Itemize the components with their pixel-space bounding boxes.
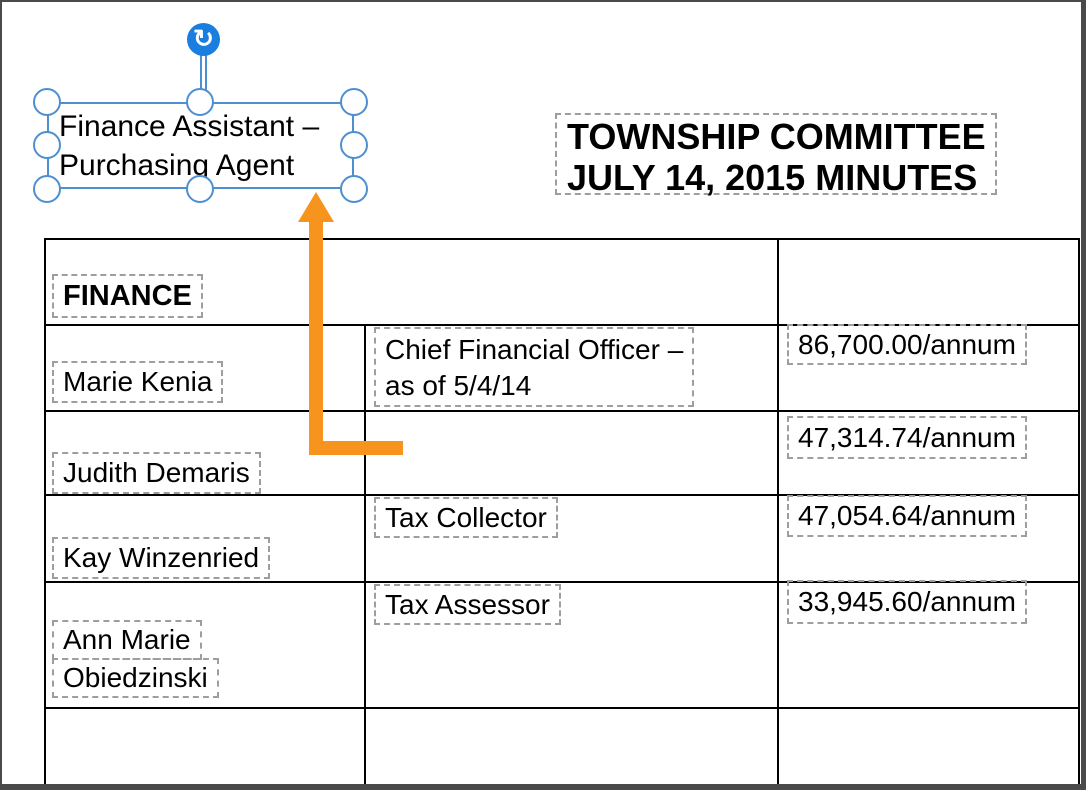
- section-header-label: FINANCE: [63, 279, 192, 312]
- table-row-line: [44, 410, 1080, 412]
- table-row-line: [44, 324, 1080, 326]
- employee-name-field[interactable]: Kay Winzenried: [52, 537, 271, 579]
- section-header-finance-field[interactable]: FINANCE: [52, 274, 203, 318]
- employee-salary: 47,054.64/annum: [798, 500, 1016, 531]
- resize-handle-bottom-center[interactable]: [186, 175, 214, 203]
- employee-title: Tax Assessor: [385, 588, 550, 620]
- employee-name: Marie Kenia: [63, 366, 213, 397]
- document-title-field[interactable]: TOWNSHIP COMMITTEE JULY 14, 2015 MINUTES: [555, 113, 997, 198]
- table-column-line: [364, 324, 366, 784]
- textbox-line1: Finance Assistant –: [59, 110, 320, 143]
- table-row-line: [44, 581, 1080, 583]
- employee-name-field[interactable]: Marie Kenia: [52, 361, 224, 403]
- resize-handle-middle-left[interactable]: [33, 131, 61, 159]
- employee-salary-field[interactable]: 47,314.74/annum: [787, 416, 1027, 459]
- employee-salary: 33,945.60/annum: [798, 586, 1016, 617]
- resize-handle-bottom-right[interactable]: [340, 175, 368, 203]
- employee-title-field[interactable]: Chief Financial Officer – as of 5/4/14: [374, 327, 695, 407]
- employee-title-field[interactable]: Tax Collector: [374, 497, 558, 538]
- employee-title-field[interactable]: Tax Assessor: [374, 584, 561, 625]
- employee-salary-field[interactable]: 47,054.64/annum: [787, 495, 1027, 537]
- employee-title-line2: as of 5/4/14: [385, 370, 532, 401]
- table-frame: [44, 238, 1080, 784]
- employee-salary: 47,314.74/annum: [798, 421, 1016, 453]
- employee-salary-field[interactable]: 86,700.00/annum: [787, 324, 1027, 365]
- rotate-handle-stem: [200, 55, 207, 103]
- document-title-line2: JULY 14, 2015 MINUTES: [567, 157, 978, 198]
- employee-title-line1: Chief Financial Officer –: [385, 334, 684, 365]
- textbox-line2: Purchasing Agent: [59, 149, 295, 182]
- arrow-head: [298, 192, 334, 222]
- employee-salary-field[interactable]: 33,945.60/annum: [787, 580, 1027, 624]
- resize-handle-middle-right[interactable]: [340, 131, 368, 159]
- table-row-line: [44, 707, 1080, 709]
- resize-handle-top-left[interactable]: [33, 88, 61, 116]
- employee-name-line2: Obiedzinski: [63, 662, 208, 693]
- resize-handle-top-center[interactable]: [186, 88, 214, 116]
- employee-salary: 86,700.00/annum: [798, 328, 1016, 360]
- employee-name-field[interactable]: Obiedzinski: [52, 658, 219, 698]
- employee-title: Tax Collector: [385, 501, 547, 533]
- resize-handle-bottom-left[interactable]: [33, 175, 61, 203]
- resize-handle-top-right[interactable]: [340, 88, 368, 116]
- employee-name-field[interactable]: Judith Demaris: [52, 452, 261, 494]
- employee-name-field[interactable]: Ann Marie: [52, 620, 202, 660]
- table-column-line: [777, 238, 779, 784]
- rotate-icon: ↻: [193, 25, 214, 53]
- arrow-shaft-horizontal: [309, 441, 403, 455]
- document-title-line1: TOWNSHIP COMMITTEE: [567, 116, 986, 157]
- table-row-line: [44, 494, 1080, 496]
- finance-assistant-textbox[interactable]: Finance Assistant – Purchasing Agent: [47, 102, 354, 189]
- employee-name: Judith Demaris: [63, 457, 250, 488]
- employee-name: Kay Winzenried: [63, 542, 260, 573]
- arrow-shaft-vertical: [309, 219, 323, 455]
- employee-name-line1: Ann Marie: [63, 624, 191, 655]
- rotate-handle[interactable]: ↻: [187, 23, 220, 56]
